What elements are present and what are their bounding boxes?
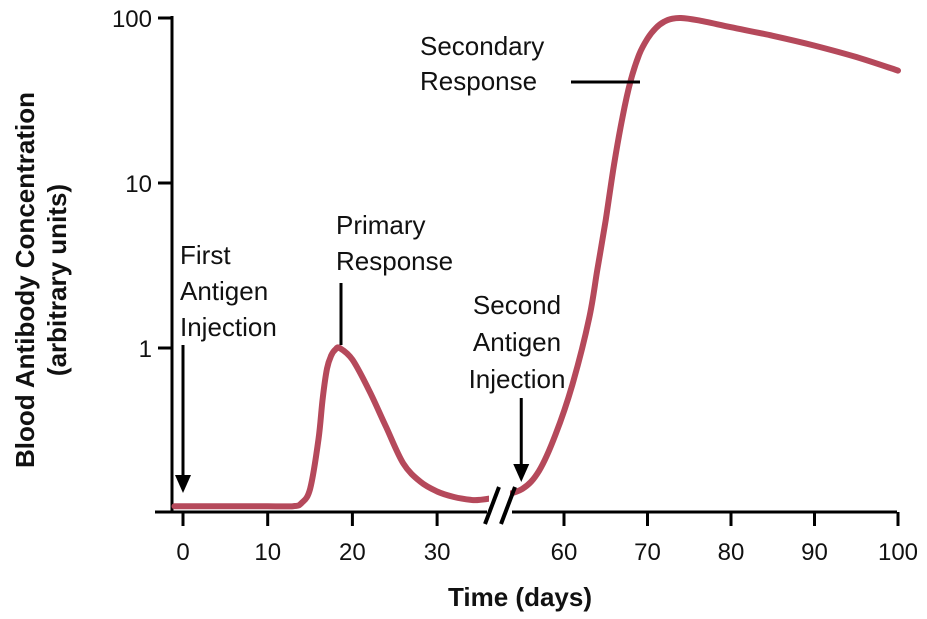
first-injection-label: Antigen — [180, 276, 268, 306]
x-tick-label: 30 — [424, 539, 451, 566]
second-injection-label: Antigen — [473, 327, 561, 357]
y-tick-label: 10 — [125, 171, 152, 198]
second-injection-label: Second — [473, 290, 561, 320]
axes — [155, 16, 897, 514]
first-injection-label: Injection — [180, 312, 277, 342]
primary-response-label: Primary — [336, 210, 426, 240]
break-slash-right — [499, 486, 517, 525]
second-injection-arrow-head — [513, 464, 530, 482]
y-tick-label: 100 — [112, 6, 152, 33]
y-axis-title-line1: Blood Antibody Concentration — [10, 92, 40, 468]
x-tick-label: 60 — [551, 539, 578, 566]
y-axis-title-line2: (arbitrary units) — [42, 184, 72, 376]
x-tick-label: 100 — [878, 539, 918, 566]
tick-marks — [158, 16, 900, 526]
x-tick-label: 80 — [718, 539, 745, 566]
x-tick-label: 10 — [254, 539, 281, 566]
x-axis-title: Time (days) — [448, 582, 592, 612]
primary-response-label: Response — [336, 246, 453, 276]
second-injection-label: Injection — [469, 364, 566, 394]
break-slash-left — [483, 486, 501, 525]
axis-break — [483, 478, 517, 528]
x-tick-label: 20 — [339, 539, 366, 566]
x-tick-label: 90 — [801, 539, 828, 566]
secondary-response-label: Secondary — [420, 31, 544, 61]
annotations: First Antigen Injection Primary Response Seco… — [175, 31, 640, 493]
x-tick-label: 70 — [634, 539, 661, 566]
first-injection-label: First — [180, 240, 231, 270]
x-tick-label: 0 — [176, 539, 189, 566]
y-tick-label: 1 — [139, 336, 152, 363]
secondary-response-label: Response — [420, 66, 537, 96]
first-injection-arrow-head — [175, 475, 191, 493]
